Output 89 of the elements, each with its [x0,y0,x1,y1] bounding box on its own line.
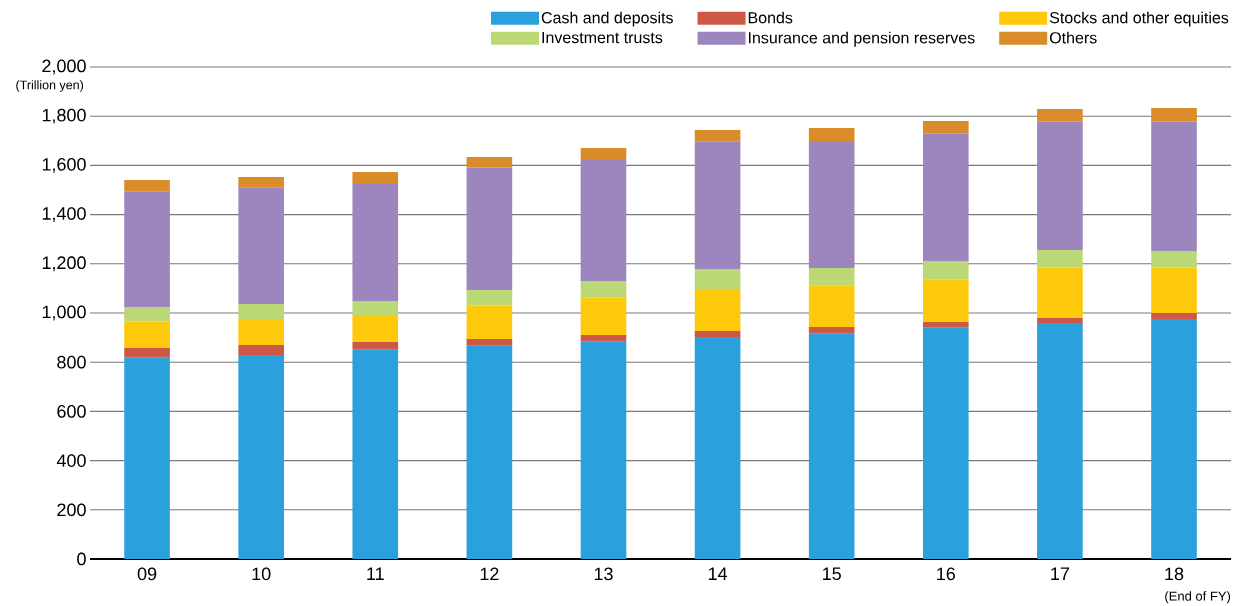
bar [466,167,513,291]
bar [466,339,513,346]
bar [238,303,284,319]
bar [352,172,399,184]
legend-label: Stocks and other equities [1049,11,1229,27]
legend-label: Bonds [748,11,793,24]
bar [1037,323,1083,559]
x-tick-label: 16 [937,567,956,581]
x-tick-label: 09 [137,567,157,581]
y-tick-label: 1,600 [42,157,86,173]
x-tick-label: 13 [594,567,613,581]
bar [1037,121,1083,251]
x-tick-label: 18 [1165,567,1184,581]
x-tick-label: 11 [367,567,384,580]
y-tick-label: 600 [57,405,86,418]
bar [352,349,399,559]
legend-label: Insurance and pension reserves [749,31,975,47]
bar [922,279,969,323]
bar [1151,108,1197,122]
bar [808,333,855,559]
bar [238,176,284,188]
bar [124,179,170,192]
bar [922,322,969,328]
bar [580,334,627,342]
bar [580,341,627,559]
bar [124,321,170,348]
y-tick-label: 400 [56,454,86,467]
bar [124,191,170,308]
bar [1151,318,1197,559]
bar [694,330,741,338]
bar [238,318,284,345]
bar [580,281,627,298]
y-tick-label: 1,000 [42,305,86,321]
bar [580,158,627,282]
bar [1037,267,1083,318]
bar [808,141,855,268]
bar [808,285,855,327]
x-tick-label: 12 [480,567,499,581]
x-tick-label: 10 [252,567,271,581]
legend-label: Cash and deposits [541,11,673,27]
bar [352,314,399,343]
y-tick-label: 0 [77,552,86,566]
x-tick-label: 15 [823,567,841,581]
y-axis-title: (Trillion yen) [16,80,84,92]
bar [580,297,627,335]
bar [238,344,284,356]
bar [238,355,284,559]
y-tick-label: 1,400 [42,207,86,223]
legend-label: Investment trusts [542,31,663,44]
bar [922,261,969,280]
bar [580,147,627,159]
bar [124,347,170,358]
bar [694,337,741,559]
y-tick-label: 2,000 [42,59,86,75]
x-tick-label: 17 [1051,567,1070,580]
x-axis-title: (End of FY) [1165,591,1231,604]
bar [352,300,399,315]
bar [922,121,969,134]
bar [808,267,855,286]
bar [1151,312,1197,319]
bar [694,268,741,289]
bar [1151,267,1197,313]
x-tick-label: 14 [708,567,728,580]
bar [352,183,399,301]
bar [238,187,284,304]
bar [808,127,855,142]
y-tick-label: 1,800 [42,108,86,124]
bar [922,133,969,262]
y-tick-label: 1,200 [42,256,86,272]
bar [694,288,741,331]
bar [466,157,513,168]
bar [694,141,741,269]
bar [808,327,855,334]
bar [352,342,399,350]
bar [1037,317,1083,324]
bar [1037,250,1083,268]
bar [124,357,170,559]
bar [922,327,969,559]
legend-label: Others [1049,31,1097,44]
bar [1037,109,1083,122]
y-tick-label: 200 [57,503,86,517]
bar [1151,250,1197,268]
bar [466,290,513,306]
bar [694,129,741,142]
y-tick-label: 800 [57,355,86,369]
bar [1151,121,1197,251]
bar [466,345,513,559]
bar [466,305,513,340]
bar [124,307,170,322]
